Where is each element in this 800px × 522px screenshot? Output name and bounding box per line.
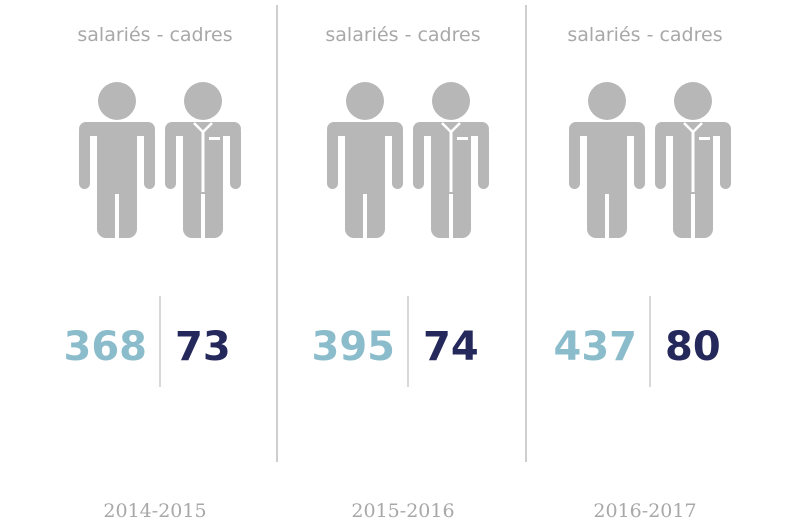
cadres-figure-arm-gap-right [717, 172, 720, 188]
cadres-figure-arm-gap-left [424, 172, 427, 188]
cadres-figure-arm-gap-left [176, 172, 179, 188]
cadres-figure [165, 82, 241, 240]
salaries-value: 437 [554, 324, 638, 370]
salaries-figure [79, 82, 155, 240]
cadres-figure [413, 82, 489, 240]
year-label: 2016-2017 [593, 500, 696, 522]
cadres-figure-arm-gap-left [666, 172, 669, 188]
column-label: salariés - cadres [77, 24, 232, 46]
salaries-value: 395 [312, 324, 396, 370]
cadres-figure-leg-gap [201, 194, 205, 240]
cadres-figure-jacket-line [449, 132, 453, 192]
salaries-figure [569, 82, 645, 240]
salaries-figure-leg-gap [363, 194, 367, 240]
cadres-value: 73 [175, 324, 231, 370]
cadres-value: 74 [423, 324, 479, 370]
cadres-figure [655, 82, 731, 240]
cadres-figure-jacket-line [201, 132, 205, 192]
column-2: salariés - cadres 395 74 2015-2016 [312, 24, 489, 522]
cadres-figure-arm-gap-right [227, 172, 230, 188]
cadres-figure-arm-gap-right [475, 172, 478, 188]
column-1: salariés - cadres 368 73 2014-2015 [64, 24, 241, 522]
cadres-figure-leg-gap [691, 194, 695, 240]
salaries-figure-leg-gap [605, 194, 609, 240]
year-label: 2015-2016 [351, 500, 454, 522]
salaries-figure [327, 82, 403, 240]
year-label: 2014-2015 [103, 500, 206, 522]
cadres-figure-badge [699, 137, 710, 140]
cadres-figure-badge [457, 137, 468, 140]
salaries-figure-leg-gap [115, 194, 119, 240]
cadres-figure-badge [209, 137, 220, 140]
column-label: salariés - cadres [325, 24, 480, 46]
column-label: salariés - cadres [567, 24, 722, 46]
cadres-figure-leg-gap [449, 194, 453, 240]
cadres-figure-jacket-line [691, 132, 695, 192]
column-3: salariés - cadres 437 80 2016-2017 [554, 24, 731, 522]
cadres-value: 80 [665, 324, 721, 370]
salaries-value: 368 [64, 324, 148, 370]
